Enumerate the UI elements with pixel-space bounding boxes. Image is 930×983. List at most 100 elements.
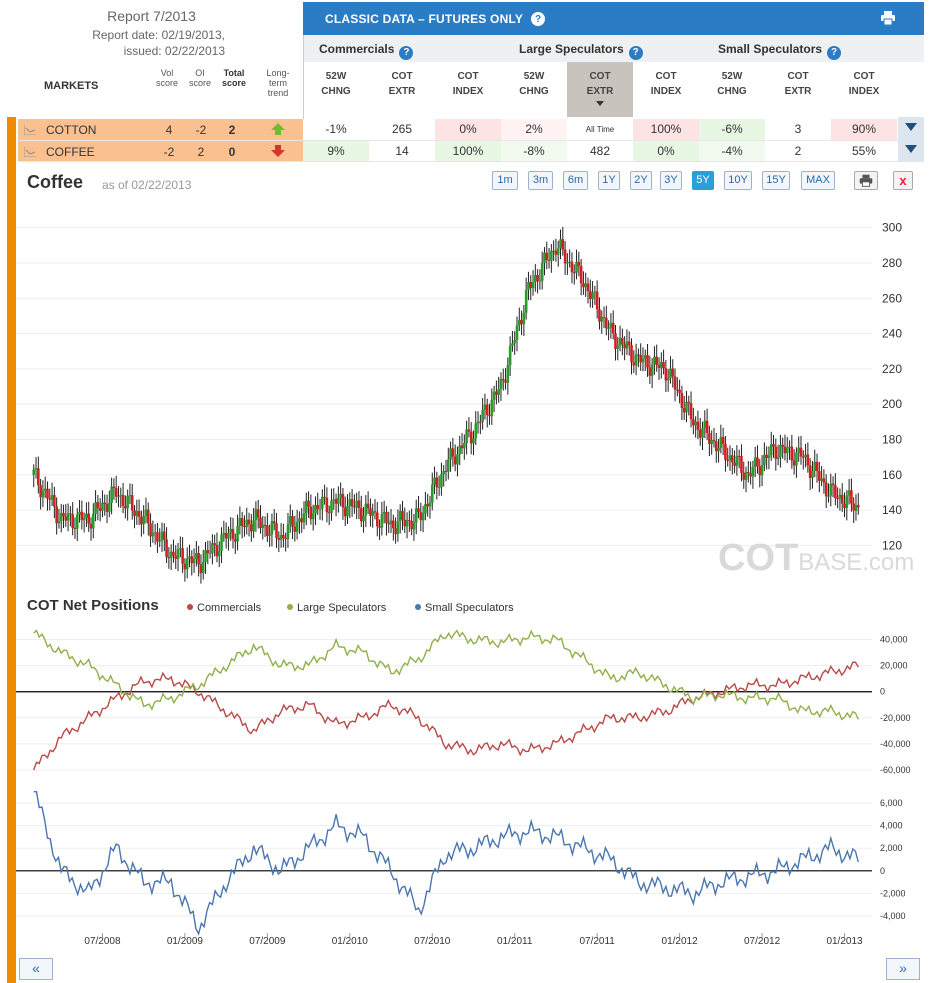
expand-cotton-icon[interactable] <box>905 123 917 131</box>
column-header[interactable]: COT EXTR <box>369 62 435 117</box>
candle-body <box>719 437 723 448</box>
candle-body <box>556 248 560 255</box>
candle-body <box>769 444 773 456</box>
candle-body <box>233 539 237 542</box>
candle-body <box>552 250 555 252</box>
candle-body <box>146 509 150 524</box>
x-tick-label: 07/2008 <box>84 936 121 947</box>
range-button-5y[interactable]: 5Y <box>692 171 714 190</box>
legend-large-speculators[interactable]: Large Speculators <box>287 602 386 614</box>
help-icon[interactable]: ? <box>531 12 545 26</box>
range-button-15y[interactable]: 15Y <box>762 171 790 190</box>
candle-body <box>682 407 686 413</box>
y-tick-label: 0 <box>880 687 885 697</box>
candle-body <box>492 391 496 400</box>
candle-body <box>327 512 331 514</box>
candle-body <box>600 317 604 322</box>
candle-body <box>419 512 423 521</box>
candle-body <box>730 455 734 463</box>
column-header[interactable]: 52W CHNG <box>699 62 765 117</box>
candle-body <box>270 521 274 535</box>
candle-body <box>655 356 659 365</box>
candle-body <box>396 521 400 535</box>
range-button-3y[interactable]: 3Y <box>660 171 682 190</box>
range-button-6m[interactable]: 6m <box>563 171 588 190</box>
column-header[interactable]: COT EXTR <box>567 62 633 117</box>
chart-icon[interactable] <box>24 147 36 157</box>
market-row-cotton[interactable]: COTTON 4 -2 2 <box>18 119 303 140</box>
y-tick-label: 280 <box>882 256 902 270</box>
candle-body <box>634 354 638 366</box>
candle-body <box>43 488 47 491</box>
column-header[interactable]: COT INDEX <box>831 62 897 117</box>
candle-body <box>369 508 372 516</box>
candle-body <box>710 440 713 445</box>
expand-coffee-icon[interactable] <box>905 145 917 153</box>
candle-body <box>467 429 471 432</box>
next-button[interactable]: » <box>886 958 920 980</box>
candle-body <box>783 446 787 454</box>
candle-body <box>440 474 443 488</box>
candle-body <box>767 455 771 458</box>
market-name[interactable]: COTTON <box>46 123 97 137</box>
print-icon[interactable] <box>880 11 896 25</box>
previous-button[interactable]: « <box>19 958 53 980</box>
data-cell: -1% <box>303 119 369 140</box>
range-button-max[interactable]: MAX <box>801 171 835 190</box>
chart-icon[interactable] <box>24 125 36 135</box>
candle-body <box>217 551 221 557</box>
market-name[interactable]: COFFEE <box>46 145 95 159</box>
candle-body <box>694 421 697 426</box>
help-icon[interactable]: ? <box>827 46 842 60</box>
help-icon[interactable]: ? <box>399 46 414 60</box>
arrow-down-icon <box>271 145 285 157</box>
candle-body <box>117 495 120 497</box>
candle-body <box>46 488 49 499</box>
candle-body <box>137 511 141 517</box>
legend-commercials[interactable]: Commercials <box>187 602 261 614</box>
row-separator <box>18 161 898 162</box>
range-button-2y[interactable]: 2Y <box>630 171 652 190</box>
column-header[interactable]: COT EXTR <box>765 62 831 117</box>
close-chart-button[interactable]: x <box>893 171 913 190</box>
column-header[interactable]: COT INDEX <box>435 62 501 117</box>
candle-body <box>291 516 294 527</box>
y-tick-label: 300 <box>882 221 902 235</box>
column-header[interactable]: 52W CHNG <box>303 62 369 117</box>
candle-body <box>797 447 801 453</box>
column-header[interactable]: 52W CHNG <box>501 62 567 117</box>
candle-body <box>364 503 368 516</box>
candle-body <box>398 511 402 522</box>
candle-body <box>776 457 780 459</box>
candle-body <box>55 506 58 524</box>
candle-body <box>843 503 846 508</box>
range-button-1y[interactable]: 1Y <box>598 171 620 190</box>
candle-body <box>598 309 601 322</box>
legend-small-speculators[interactable]: Small Speculators <box>415 602 514 614</box>
x-tick-label: 01/2011 <box>497 936 533 947</box>
candle-body <box>643 355 647 359</box>
candle-body <box>41 490 45 498</box>
trader-groups-row: Commercials? Large Speculators? Small Sp… <box>303 35 924 62</box>
candle-body <box>371 511 375 516</box>
range-button-1m[interactable]: 1m <box>492 171 518 190</box>
candle-body <box>94 502 97 514</box>
candle-body <box>515 325 519 340</box>
market-row-coffee[interactable]: COFFEE -2 2 0 <box>18 141 303 162</box>
candle-body <box>268 534 271 536</box>
column-header[interactable]: COT INDEX <box>633 62 699 117</box>
range-button-10y[interactable]: 10Y <box>724 171 752 190</box>
candle-body <box>298 518 301 522</box>
range-button-3m[interactable]: 3m <box>528 171 553 190</box>
candle-body <box>758 466 762 476</box>
candle-body <box>591 292 594 300</box>
candle-body <box>142 515 145 525</box>
candle-body <box>529 282 533 289</box>
help-icon[interactable]: ? <box>628 46 643 60</box>
candle-body <box>623 344 626 349</box>
candle-body <box>373 511 377 513</box>
data-cell: 3 <box>765 119 831 140</box>
candle-body <box>717 447 720 452</box>
print-chart-button[interactable] <box>854 171 878 190</box>
candle-body <box>96 502 100 509</box>
